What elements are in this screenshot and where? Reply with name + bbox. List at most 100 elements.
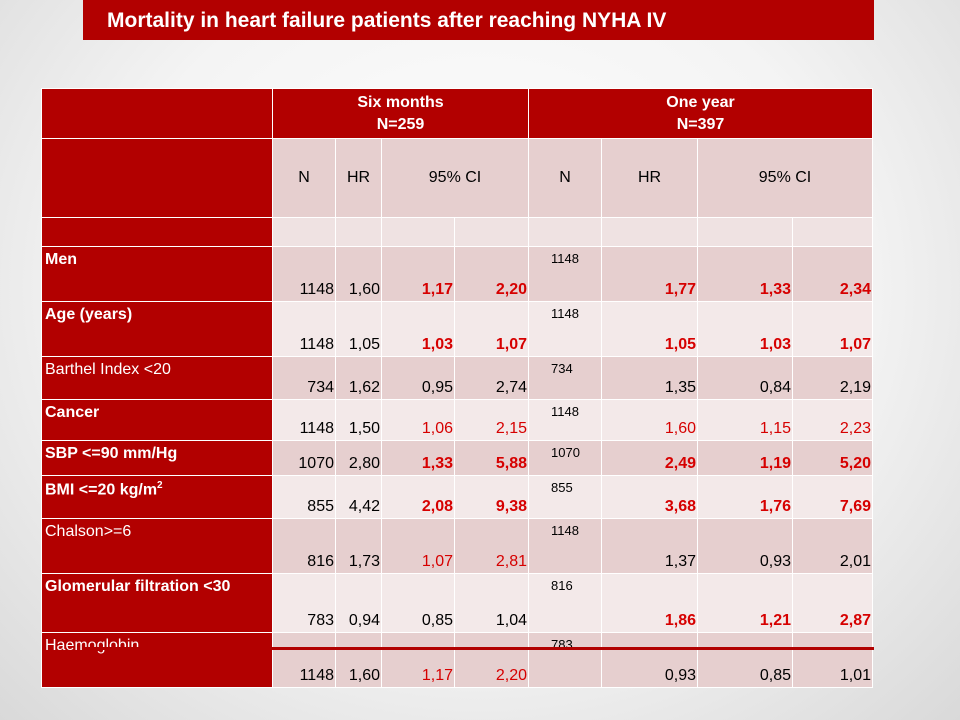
cell-n-six: 816 xyxy=(272,518,336,574)
cell-ci-low-year: 0,85 xyxy=(697,632,793,688)
cell-n-year: 1070 xyxy=(528,440,602,476)
header-blank xyxy=(41,88,273,139)
cell-ci-low-six: 0,95 xyxy=(381,356,455,400)
spacer-row xyxy=(41,217,873,247)
six-months-header: Six months N=259 xyxy=(272,88,529,139)
cell-n-six: 783 xyxy=(272,573,336,633)
cell-ci-high-year: 7,69 xyxy=(792,475,873,519)
cell-n-year: 1148 xyxy=(528,518,602,574)
cell-hr-year: 1,77 xyxy=(601,246,698,302)
row-label: Chalson>=6 xyxy=(41,518,273,574)
six-months-label: Six months xyxy=(357,93,444,111)
cell-ci-low-six: 1,06 xyxy=(381,399,455,441)
cell-ci-high-year: 2,23 xyxy=(792,399,873,441)
cell-hr-six: 1,73 xyxy=(335,518,382,574)
cell-ci-high-year: 2,87 xyxy=(792,573,873,633)
cell-ci-high-year: 2,19 xyxy=(792,356,873,400)
bottom-divider xyxy=(82,647,874,650)
cell-ci-low-year: 1,33 xyxy=(697,246,793,302)
col-hr-six: HR xyxy=(335,138,382,218)
cell-n-six: 1148 xyxy=(272,301,336,357)
row-label: SBP <=90 mm/Hg xyxy=(41,440,273,476)
cell-hr-six: 1,50 xyxy=(335,399,382,441)
cell-n-year: 855 xyxy=(528,475,602,519)
cell-ci-high-six: 1,04 xyxy=(454,573,529,633)
row-label-text: BMI <=20 kg/m xyxy=(45,481,158,499)
row-label-superscript: 2 xyxy=(157,480,163,491)
cell-ci-low-year: 1,76 xyxy=(697,475,793,519)
cell-ci-low-year: 1,21 xyxy=(697,573,793,633)
cell-n-six: 1070 xyxy=(272,440,336,476)
cell-hr-year: 0,93 xyxy=(601,632,698,688)
one-year-label: One year xyxy=(666,93,735,111)
cell-n-six: 1148 xyxy=(272,399,336,441)
cell-hr-year: 1,60 xyxy=(601,399,698,441)
row-label: Men xyxy=(41,246,273,302)
cell-hr-year: 1,05 xyxy=(601,301,698,357)
col-ci-six: 95% CI xyxy=(381,138,529,218)
table-row: Age (years) 1148 1,05 1,03 1,07 1148 1,0… xyxy=(41,301,873,357)
cell-ci-high-year: 2,34 xyxy=(792,246,873,302)
table-row: Haemoglobin 1148 1,60 1,17 2,20 783 0,93… xyxy=(41,632,873,688)
row-label: Age (years) xyxy=(41,301,273,357)
cell-hr-year: 1,35 xyxy=(601,356,698,400)
row-label: Haemoglobin xyxy=(41,632,273,688)
cell-ci-low-six: 1,33 xyxy=(381,440,455,476)
table-row: Glomerular filtration <30 783 0,94 0,85 … xyxy=(41,573,873,633)
cell-ci-low-six: 2,08 xyxy=(381,475,455,519)
cell-ci-low-year: 0,84 xyxy=(697,356,793,400)
cell-n-year: 1148 xyxy=(528,246,602,302)
cell-ci-low-six: 1,17 xyxy=(381,246,455,302)
row-label: Cancer xyxy=(41,399,273,441)
cell-hr-year: 3,68 xyxy=(601,475,698,519)
row-label: BMI <=20 kg/m2 xyxy=(41,475,273,519)
col-ci-year: 95% CI xyxy=(697,138,873,218)
cell-n-six: 1148 xyxy=(272,632,336,688)
cell-ci-high-six: 1,07 xyxy=(454,301,529,357)
cell-ci-high-six: 2,20 xyxy=(454,246,529,302)
cell-ci-low-six: 1,03 xyxy=(381,301,455,357)
cell-hr-six: 0,94 xyxy=(335,573,382,633)
cell-n-six: 1148 xyxy=(272,246,336,302)
cell-ci-high-six: 2,74 xyxy=(454,356,529,400)
table-row: Cancer 1148 1,50 1,06 2,15 1148 1,60 1,1… xyxy=(41,399,873,441)
row-label: Glomerular filtration <30 xyxy=(41,573,273,633)
cell-ci-low-year: 1,19 xyxy=(697,440,793,476)
cell-hr-year: 1,37 xyxy=(601,518,698,574)
cell-ci-low-six: 1,07 xyxy=(381,518,455,574)
cell-ci-high-year: 2,01 xyxy=(792,518,873,574)
cell-n-six: 855 xyxy=(272,475,336,519)
table-row: Men 1148 1,60 1,17 2,20 1148 1,77 1,33 2… xyxy=(41,246,873,302)
six-months-n: N=259 xyxy=(376,115,425,133)
cell-ci-high-six: 2,15 xyxy=(454,399,529,441)
table-row: Chalson>=6 816 1,73 1,07 2,81 1148 1,37 … xyxy=(41,518,873,574)
cell-n-six: 734 xyxy=(272,356,336,400)
row-label: Barthel Index <20 xyxy=(41,356,273,400)
group-header-row: Six months N=259 One year N=397 xyxy=(41,88,873,139)
cell-ci-high-year: 1,01 xyxy=(792,632,873,688)
cell-hr-six: 1,05 xyxy=(335,301,382,357)
cell-hr-six: 1,60 xyxy=(335,246,382,302)
one-year-n: N=397 xyxy=(676,115,725,133)
cell-hr-six: 1,62 xyxy=(335,356,382,400)
cell-hr-six: 1,60 xyxy=(335,632,382,688)
page-title: Mortality in heart failure patients afte… xyxy=(107,9,667,32)
cell-n-year: 1148 xyxy=(528,399,602,441)
cell-ci-high-six: 2,20 xyxy=(454,632,529,688)
cell-hr-year: 1,86 xyxy=(601,573,698,633)
col-n-year: N xyxy=(528,138,602,218)
cell-hr-six: 2,80 xyxy=(335,440,382,476)
cell-ci-low-six: 0,85 xyxy=(381,573,455,633)
cell-hr-year: 2,49 xyxy=(601,440,698,476)
one-year-header: One year N=397 xyxy=(528,88,873,139)
cell-ci-high-six: 9,38 xyxy=(454,475,529,519)
table-row: Barthel Index <20 734 1,62 0,95 2,74 734… xyxy=(41,356,873,400)
title-bar: Mortality in heart failure patients afte… xyxy=(83,0,874,40)
mortality-table: Six months N=259 One year N=397 N HR 95%… xyxy=(41,88,873,688)
cell-n-year: 734 xyxy=(528,356,602,400)
table-row: BMI <=20 kg/m2 855 4,42 2,08 9,38 855 3,… xyxy=(41,475,873,519)
table-row: SBP <=90 mm/Hg 1070 2,80 1,33 5,88 1070 … xyxy=(41,440,873,476)
col-hr-year: HR xyxy=(601,138,698,218)
cell-ci-low-year: 1,03 xyxy=(697,301,793,357)
cell-ci-high-six: 2,81 xyxy=(454,518,529,574)
